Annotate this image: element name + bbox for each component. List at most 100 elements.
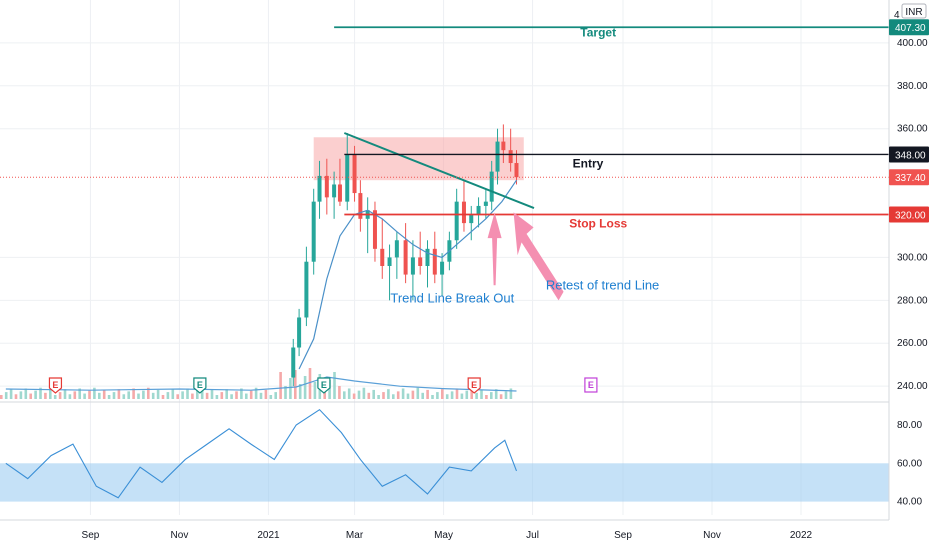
volume-bar: [9, 389, 13, 399]
candle: [380, 248, 385, 266]
volume-bar: [235, 391, 238, 399]
price-tick: 260.00: [897, 338, 928, 349]
candle: [461, 201, 466, 224]
volume-bar: [338, 386, 341, 399]
volume-bar: [298, 384, 302, 399]
time-tick: Mar: [346, 530, 364, 541]
candle: [394, 240, 399, 258]
rsi-band: [0, 463, 889, 502]
candle: [297, 317, 302, 348]
candle: [483, 201, 488, 206]
volume-bar: [210, 389, 214, 399]
volume-bar: [58, 392, 62, 399]
volume-bar: [127, 391, 130, 399]
earnings-badge-label: E: [197, 380, 203, 390]
time-tick: Nov: [171, 530, 189, 541]
price-label[interactable]: 337.40: [889, 169, 929, 186]
price-label-bg: [889, 146, 929, 163]
price-label[interactable]: 348.00: [889, 146, 929, 163]
volume-bar: [161, 395, 165, 399]
volume-bar: [499, 394, 503, 399]
candle: [358, 193, 363, 219]
volume-bar: [112, 392, 116, 399]
price-label[interactable]: 320.00: [889, 206, 929, 223]
level-lines: [334, 26, 889, 216]
volume-bar: [14, 394, 18, 399]
volume-bar: [171, 389, 175, 399]
annotation-stop-loss: Stop Loss: [569, 216, 627, 230]
earnings-badge-label: E: [588, 380, 594, 390]
volume-bar: [117, 389, 121, 399]
price-label[interactable]: 407.30: [889, 19, 929, 36]
earnings-marker[interactable]: E: [193, 377, 207, 394]
volume-bar: [4, 392, 8, 399]
candle: [440, 261, 445, 275]
time-tick: May: [434, 530, 453, 541]
candles: [291, 124, 519, 387]
volume-bar: [274, 392, 277, 399]
earnings-marker[interactable]: E: [584, 377, 598, 393]
volume-bar: [279, 372, 282, 399]
earnings-marker[interactable]: E: [317, 377, 331, 394]
volume-bar: [176, 394, 179, 399]
volume-bar: [166, 392, 170, 399]
volume-bar: [107, 395, 111, 399]
annotation-target: Target: [580, 25, 616, 39]
volume-bar: [441, 389, 444, 399]
volume-bar: [480, 389, 483, 399]
earnings-marker[interactable]: E: [467, 377, 481, 394]
price-labels: 407.30 348.00 320.00 337.40: [889, 19, 929, 223]
candle: [345, 154, 350, 202]
volume-bar: [196, 390, 199, 399]
candle: [337, 184, 342, 202]
volume-bar: [377, 395, 380, 399]
candle: [425, 248, 430, 266]
candle: [304, 261, 309, 318]
volume-bar: [230, 394, 233, 399]
earnings-badge-shape: [317, 377, 331, 394]
volume-bar: [289, 378, 292, 399]
currency-badge[interactable]: INR: [901, 3, 927, 19]
volume-bar: [455, 388, 459, 399]
candle: [410, 257, 415, 275]
rsi-tick: 60.00: [897, 458, 922, 469]
volume-bar: [406, 393, 410, 399]
volume-bar: [240, 388, 243, 399]
price-axis: 400.00 380.00 360.00 300.00 280.00 260.00 240.…: [888, 0, 928, 520]
volume-bar: [303, 376, 307, 399]
annotation-texts: Target Entry Stop Loss Trend Line Break Out…: [390, 25, 659, 305]
time-tick: 2022: [790, 530, 813, 541]
price-tick: 280.00: [897, 295, 928, 306]
grid-lines: [0, 0, 889, 515]
volume-bar: [387, 389, 390, 399]
volume-bar: [421, 392, 424, 399]
volume-bar: [68, 394, 72, 399]
volume-bar: [313, 382, 317, 399]
candle: [432, 248, 437, 275]
volume-bar: [156, 389, 160, 399]
volume-bar: [426, 389, 429, 399]
price-label-bg: [889, 169, 929, 186]
earnings-badge-label: E: [471, 380, 477, 390]
earnings-marker[interactable]: E: [48, 377, 63, 394]
candle: [454, 201, 459, 241]
volume-bar: [181, 391, 184, 399]
volume-bar: [151, 392, 155, 399]
volume-bar: [259, 392, 263, 399]
candle: [501, 141, 506, 151]
time-tick: Sep: [614, 530, 632, 541]
volume-bar: [205, 392, 209, 399]
volume-bar: [98, 392, 101, 399]
volume-bar: [200, 387, 204, 399]
volume-bar: [264, 389, 268, 399]
annotation-text: Trend Line Break Out: [390, 290, 514, 305]
volume-bar: [308, 368, 312, 399]
time-tick: Nov: [703, 530, 721, 541]
trend-line[interactable]: [343, 132, 535, 210]
volume-bar: [254, 387, 258, 399]
volume-bar: [83, 393, 86, 399]
candle: [476, 205, 481, 215]
volume-bar: [294, 370, 297, 399]
